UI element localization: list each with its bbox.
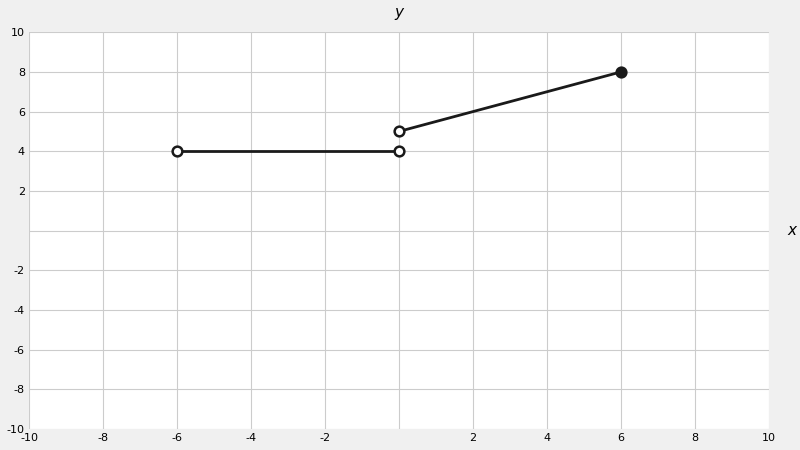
Text: x: x <box>787 223 796 238</box>
Text: y: y <box>394 5 403 20</box>
